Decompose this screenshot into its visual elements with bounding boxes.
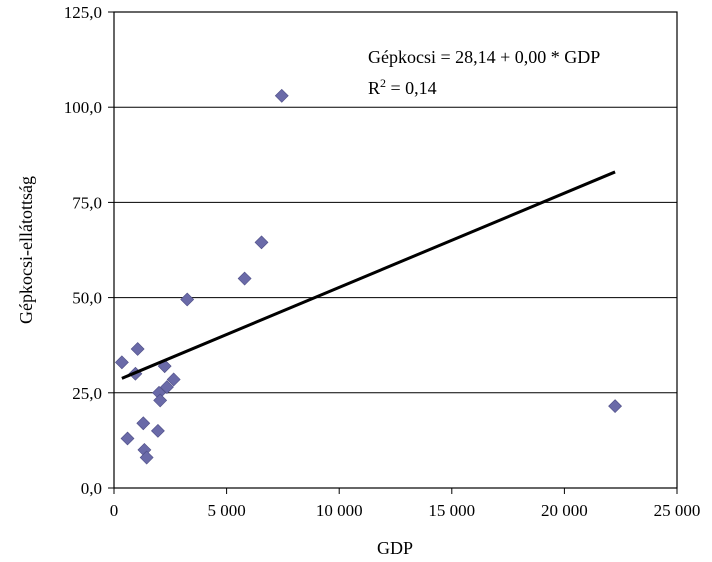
data-point [237,271,252,286]
data-point [150,423,165,438]
regression-equation: Gépkocsi = 28,14 + 0,00 * GDP [368,47,600,67]
y-tick-label: 50,0 [72,289,102,308]
data-point [180,292,195,307]
data-point [120,431,135,446]
x-tick-label: 15 000 [428,501,475,520]
r-squared-label: R2 = 0,14 [368,76,437,98]
x-tick-label: 5 000 [207,501,245,520]
y-axis-title: Gépkocsi-ellátottság [16,176,36,324]
x-tick-label: 25 000 [654,501,701,520]
y-tick-label: 75,0 [72,193,102,212]
data-point [130,342,145,356]
y-tick-label: 0,0 [81,479,102,498]
trend-line [121,170,616,380]
x-axis-ticks: 0 5 000 10 000 15 000 20 000 25 000 [110,488,701,520]
data-point [114,355,129,370]
r-squared-value: = 0,14 [386,78,437,98]
x-tick-label: 20 000 [541,501,588,520]
y-tick-label: 25,0 [72,384,102,403]
y-tick-label: 100,0 [64,98,102,117]
data-point [166,372,181,387]
x-tick-label: 10 000 [316,501,363,520]
r-squared-superscript: 2 [380,76,386,90]
data-point [159,380,174,395]
y-tick-label: 125,0 [64,3,102,22]
plot-area-frame [113,11,678,489]
y-axis-ticks: 0,0 25,0 50,0 75,0 100,0 125,0 [64,3,114,498]
x-axis-title: GDP [377,538,413,558]
data-point [153,393,168,408]
data-point [274,88,289,103]
gridlines [114,106,677,394]
data-point [608,399,622,414]
data-point [136,416,151,431]
x-tick-label: 0 [110,501,119,520]
data-point [254,235,269,250]
r-squared-prefix: R [368,78,380,98]
data-point [139,450,154,465]
